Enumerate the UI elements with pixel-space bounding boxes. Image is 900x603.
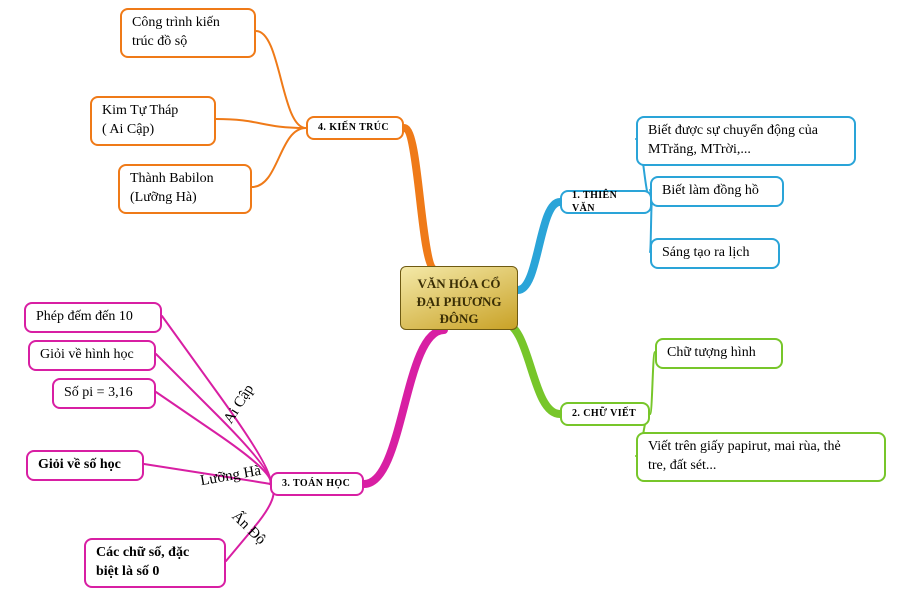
b3s2c1: Giỏi về số học (26, 450, 144, 481)
b3s1c3: Số pi = 3,16 (52, 378, 156, 409)
b1c2: Biết làm đồng hồ (650, 176, 784, 207)
b1c1: Biết được sự chuyển động của MTrăng, MTr… (636, 116, 856, 166)
mindmap-canvas: { "canvas": { "width": 900, "height": 60… (0, 0, 900, 603)
b1-label: 1. THIÊN VĂN (560, 190, 652, 214)
b2c1: Chữ tượng hình (655, 338, 783, 369)
b4c1: Công trình kiến trúc đồ sộ (120, 8, 256, 58)
center-topic: VĂN HÓA CỔ ĐẠI PHƯƠNG ĐÔNG (400, 266, 518, 330)
b3s3-label: Ấn Độ (228, 508, 269, 548)
b4-label: 4. KIẾN TRÚC (306, 116, 404, 140)
b4c2: Kim Tự Tháp ( Ai Cập) (90, 96, 216, 146)
b2-label: 2. CHỮ VIẾT (560, 402, 650, 426)
b3s3c1: Các chữ số, đặc biệt là số 0 (84, 538, 226, 588)
b3s1-label: Ai Cập (221, 382, 258, 427)
b4c3: Thành Babilon (Lưỡng Hà) (118, 164, 252, 214)
b3s2-label: Lưỡng Hà (199, 463, 262, 490)
b3-label: 3. TOÁN HỌC (270, 472, 364, 496)
b3s1c1: Phép đếm đến 10 (24, 302, 162, 333)
b3s1c2: Giỏi về hình học (28, 340, 156, 371)
b2c2: Viết trên giấy papirut, mai rùa, thẻ tre… (636, 432, 886, 482)
b1c3: Sáng tạo ra lịch (650, 238, 780, 269)
